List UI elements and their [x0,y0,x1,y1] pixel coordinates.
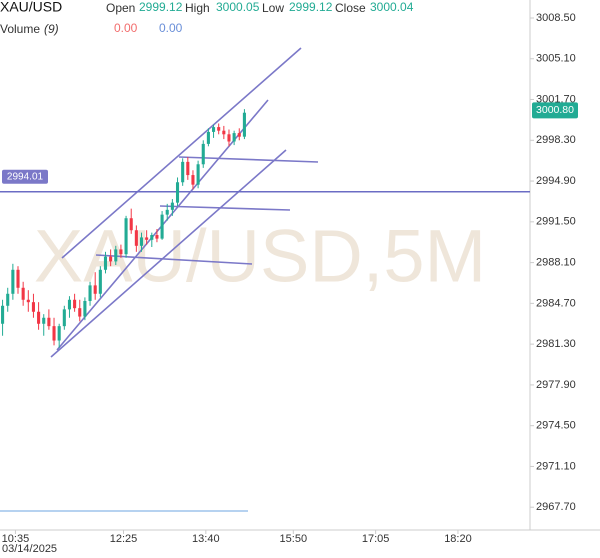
y-tick-label: 2994.90 [536,175,576,187]
volume-value: 0.00 [159,21,183,35]
volume-value: 0.00 [114,21,138,35]
candle-body [73,299,77,309]
candle-body [165,209,169,215]
y-tick-label: 3008.50 [536,12,576,24]
candle-body [191,175,195,185]
date-label: 03/14/2025 [2,543,57,555]
candle-body [57,326,61,341]
candle-body [62,309,66,327]
candle-body [160,214,164,239]
candle-body [83,300,87,317]
candle-body [52,326,56,341]
candle-body [42,317,46,324]
candle-body [21,287,25,300]
y-tick-label: 2974.50 [536,420,576,432]
x-tick-label: 17:05 [362,533,390,545]
candle-body [242,112,246,137]
volume-period: (9) [44,22,59,36]
candle-body [129,218,133,231]
y-tick-label: 2977.90 [536,379,576,391]
candle-body [212,127,216,132]
candle-body [139,237,144,246]
candle-body [26,299,30,303]
candle-body [175,182,180,203]
candle-body [11,269,15,294]
candle-body [47,317,51,327]
trend-line [61,47,302,259]
candle-body [78,308,82,317]
y-tick-label: 2981.30 [536,338,576,350]
candle-body [98,269,102,294]
candle-body [186,161,190,176]
horizontal-line-label: 2994.01 [7,171,44,182]
x-tick-label: 15:50 [280,533,308,545]
ohlc-label: Close [335,1,366,15]
candle-body [206,131,210,144]
candle-body [119,249,123,255]
candle-body [37,311,41,324]
candle-body [222,130,226,135]
y-tick-label: 3005.10 [536,53,576,65]
x-tick-label: 18:20 [444,533,472,545]
candle-body [134,230,138,246]
candle-body [196,164,200,185]
x-tick-label: 10:35 [2,533,30,545]
candle-body [88,285,92,301]
symbol: XAU/USD [0,0,62,15]
candle-body [150,235,154,240]
candle-body [114,249,118,262]
candle-body [124,218,128,255]
last-price-tag [532,102,578,119]
candle-body [93,285,97,294]
ohlc-value: 2999.12 [139,0,183,14]
ohlc-value: 3000.05 [216,0,260,14]
candle-body [232,133,236,142]
ohlc-label: High [185,1,210,15]
y-tick-label: 2998.30 [536,134,576,146]
y-tick-label: 2991.50 [536,216,576,228]
candle-body [181,161,185,183]
candle-body [217,127,221,131]
candle-body [67,299,72,310]
y-tick-label: 2967.70 [536,501,576,513]
candle-body [227,134,231,142]
trend-line [95,254,253,265]
y-tick-label: 2984.70 [536,297,576,309]
trend-line [159,205,291,211]
last-price-label: 3000.80 [536,104,574,116]
candle-body [16,269,20,288]
candle-body [31,302,35,312]
y-tick-label: 2988.10 [536,257,576,269]
x-tick-label: 12:25 [110,533,138,545]
ohlc-label: Low [262,1,284,15]
ohlc-value: 2999.12 [289,0,333,14]
trend-line [50,149,287,358]
x-tick-label: 13:40 [192,533,220,545]
ohlc-value: 3000.04 [370,0,414,14]
trend-lines [50,47,319,358]
y-tick-label: 2971.10 [536,460,576,472]
candle-body [109,256,113,262]
candle-body [145,237,149,240]
candle-body [201,143,205,165]
candle-body [155,235,159,239]
candle-body [103,256,108,270]
ohlc-label: Open [106,1,135,15]
volume-label: Volume [0,22,40,36]
candle-body [1,305,5,324]
trend-line [178,156,319,163]
candle-body [237,133,241,137]
candle-body [170,202,174,210]
candle-body [6,293,10,306]
horizontal-line-tag [2,169,48,184]
